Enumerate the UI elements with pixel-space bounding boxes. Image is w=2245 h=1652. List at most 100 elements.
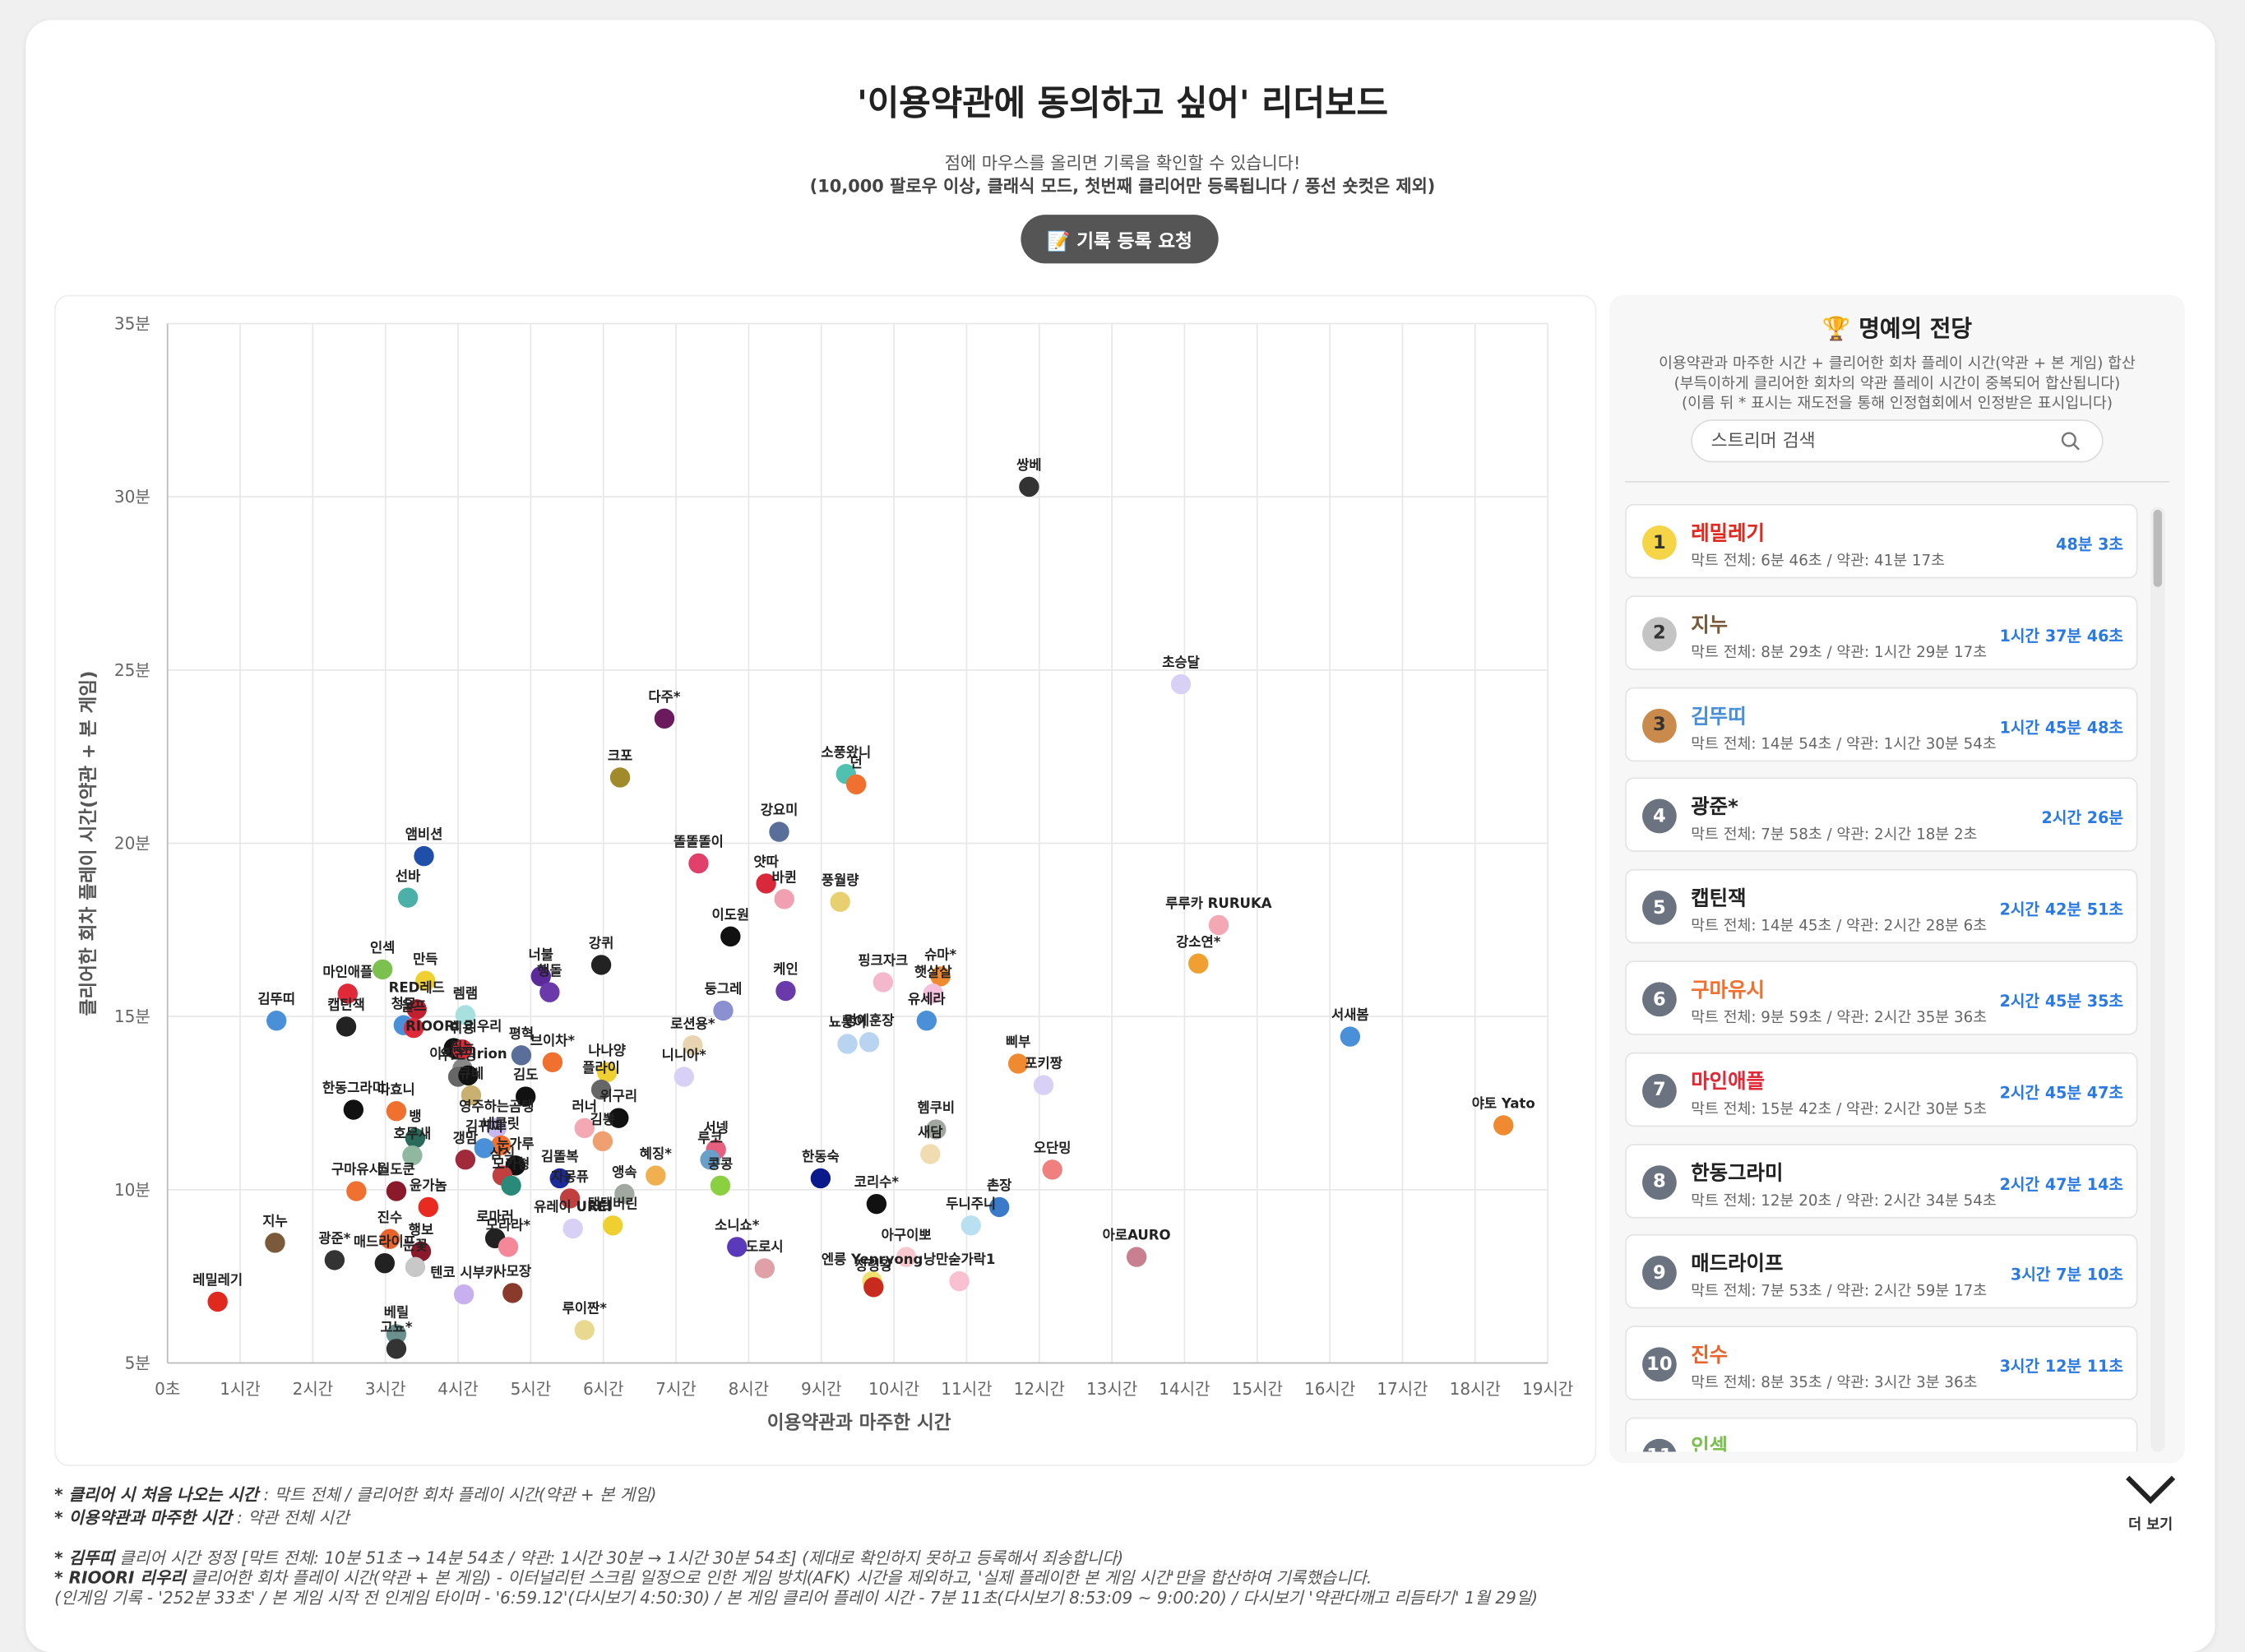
point-label: 포키짱 <box>1025 1056 1062 1071</box>
y-tick-label: 35분 <box>114 313 150 333</box>
search-input[interactable]: 스트리머 검색 <box>1691 419 2104 463</box>
point-label: 서새봄 <box>1331 1007 1369 1023</box>
point <box>603 1215 623 1236</box>
point-label: 루코 <box>697 1130 722 1145</box>
point <box>769 821 789 842</box>
point-label: 바퀸 <box>771 869 796 885</box>
x-tick-label: 7시간 <box>655 1379 697 1399</box>
point <box>574 1320 595 1340</box>
rank-badge: 10 <box>1642 1347 1677 1382</box>
point-label: 루이짠* <box>562 1301 608 1317</box>
point <box>549 1168 570 1189</box>
x-tick-label: 1시간 <box>220 1379 261 1399</box>
entry-name: 마인애플 <box>1691 1070 1765 1094</box>
hall-entry[interactable]: 10 진수 막트 전체: 8분 35초 / 약관: 3시간 3분 36초 3시간 12… <box>1625 1326 2138 1401</box>
point-label: 콩콩 <box>708 1156 733 1172</box>
point <box>1033 1075 1054 1095</box>
y-tick-label: 15분 <box>114 1006 150 1026</box>
point-label: 똘똘똘이 <box>674 834 724 849</box>
entry-total: 2시간 45분 47초 <box>1999 1083 2124 1103</box>
x-tick-label: 16시간 <box>1304 1379 1355 1399</box>
point-label: 쌍베 <box>1016 457 1041 473</box>
point-label: 월도쿤 <box>377 1162 415 1178</box>
entry-total: 2시간 47분 14초 <box>1999 1174 2124 1194</box>
point <box>920 1144 941 1164</box>
y-axis-title: 클리어한 회차 플레이 시간(약관 + 본 게임) <box>78 671 100 1016</box>
rank-badge: 1 <box>1642 525 1677 560</box>
x-tick-label: 6시간 <box>583 1379 624 1399</box>
hall-entry[interactable]: 11 인섹 <box>1625 1417 2138 1452</box>
point-label: 새담 <box>918 1125 942 1141</box>
point <box>337 983 358 1004</box>
footnote: * 클리어 시 처음 나오는 시간 : 막트 전체 / 클리어한 회차 플레이 … <box>54 1483 656 1506</box>
x-tick-label: 10시간 <box>868 1379 919 1399</box>
hall-entry[interactable]: 8 한동그라미 막트 전체: 12분 20초 / 약관: 2시간 34분 54초 2시… <box>1625 1143 2138 1218</box>
hall-entry[interactable]: 2 지누 막트 전체: 8분 29초 / 약관: 1시간 29분 17초 1시간 37… <box>1625 595 2138 670</box>
point-label: 유레이 UREI <box>534 1199 612 1215</box>
point-label: 풍월량 <box>822 872 859 888</box>
hall-entry[interactable]: 1 레밀레기 막트 전체: 6분 46초 / 약관: 41분 17초 48분 3초 <box>1625 503 2138 579</box>
point <box>386 1324 407 1344</box>
point <box>896 1247 917 1267</box>
point <box>866 1193 887 1215</box>
point-label: 니니아* <box>662 1048 707 1063</box>
x-tick-label: 3시간 <box>365 1379 406 1399</box>
point-label: 사모장 <box>493 1264 531 1279</box>
point <box>654 708 675 729</box>
register-button[interactable]: 📝 기록 등록 요청 <box>1021 215 1219 264</box>
point <box>501 1175 521 1196</box>
point-label: 레밀레기 <box>192 1271 243 1288</box>
point-label: 둥그레 <box>705 981 743 997</box>
x-tick-label: 17시간 <box>1377 1379 1428 1399</box>
footnote-text: (인게임 기록 - '252분 33초' / 본 게임 시작 전 인게임 타이머… <box>54 1587 1539 1608</box>
point <box>266 1011 287 1031</box>
x-tick-label: 12시간 <box>1014 1379 1065 1399</box>
x-tick-label: 2시간 <box>293 1379 334 1399</box>
x-tick-label: 18시간 <box>1450 1379 1501 1399</box>
point-label: 인섹 <box>370 940 395 956</box>
point <box>1170 673 1192 695</box>
entry-total: 2시간 42분 51초 <box>1999 900 2124 920</box>
hall-entry[interactable]: 4 광준* 막트 전체: 7분 58초 / 약관: 2시간 18분 2초 2시간 26… <box>1625 778 2138 853</box>
point-label: 슈마* <box>924 946 956 962</box>
hall-entry[interactable]: 6 구마유시 막트 전체: 9분 59초 / 약관: 2시간 35분 36초 2시간 … <box>1625 960 2138 1035</box>
point-label: 앵속 <box>612 1164 636 1180</box>
hall-entry[interactable]: 9 매드라이프 막트 전체: 7분 53초 / 약관: 2시간 59분 17초 3시간… <box>1625 1234 2138 1310</box>
point-label: 소니쇼* <box>715 1217 760 1233</box>
scrollbar <box>2150 507 2165 1452</box>
hall-entry[interactable]: 7 마인애플 막트 전체: 15분 42초 / 약관: 2시간 30분 5초 2시간 … <box>1625 1052 2138 1127</box>
point <box>609 767 631 788</box>
point <box>386 1339 407 1359</box>
point <box>405 1256 426 1278</box>
notice: (10,000 팔로우 이상, 클래식 모드, 첫번째 클리어만 등록됩니다 /… <box>809 176 1436 197</box>
point <box>402 1145 423 1166</box>
point <box>590 1079 612 1100</box>
entry-name: 구마유시 <box>1691 979 1765 1002</box>
entry-detail: 막트 전체: 12분 20초 / 약관: 2시간 34분 54초 <box>1691 1192 1997 1210</box>
point-label: 플라이 <box>582 1060 620 1076</box>
rank-badge: 9 <box>1642 1256 1677 1291</box>
point <box>683 1034 703 1056</box>
hall-entry[interactable]: 3 김뚜띠 막트 전체: 14분 54초 / 약관: 1시간 30분 54초 1시간 … <box>1625 687 2138 761</box>
point-label: 김도 <box>513 1067 538 1083</box>
point <box>455 1150 476 1170</box>
point <box>542 1052 563 1072</box>
point-label: 행보 <box>409 1221 433 1238</box>
point-label: 삼식 <box>490 1146 515 1162</box>
point-label: 갱맘 <box>453 1130 478 1145</box>
point-label: 이도원 <box>712 907 750 923</box>
point <box>688 853 709 874</box>
point <box>207 1291 228 1312</box>
point <box>988 1196 1010 1218</box>
more-icon[interactable] <box>2122 1472 2179 1509</box>
point <box>414 845 434 867</box>
footnote-bold: * 클리어 시 처음 나오는 시간 <box>54 1484 259 1505</box>
entry-detail: 막트 전체: 8분 35초 / 약관: 3시간 3분 36초 <box>1691 1374 1978 1392</box>
hall-entry[interactable]: 5 캡틴잭 막트 전체: 14분 45초 / 약관: 2시간 28분 6초 2시간 4… <box>1625 869 2138 944</box>
point-label: 루루카 RURUKA <box>1165 895 1271 911</box>
point-label: 모라라* <box>486 1217 531 1233</box>
x-tick-label: 13시간 <box>1086 1379 1137 1399</box>
more-label[interactable]: 더 보기 <box>2128 1517 2173 1534</box>
point-label: 헴쿠비 <box>918 1100 956 1116</box>
